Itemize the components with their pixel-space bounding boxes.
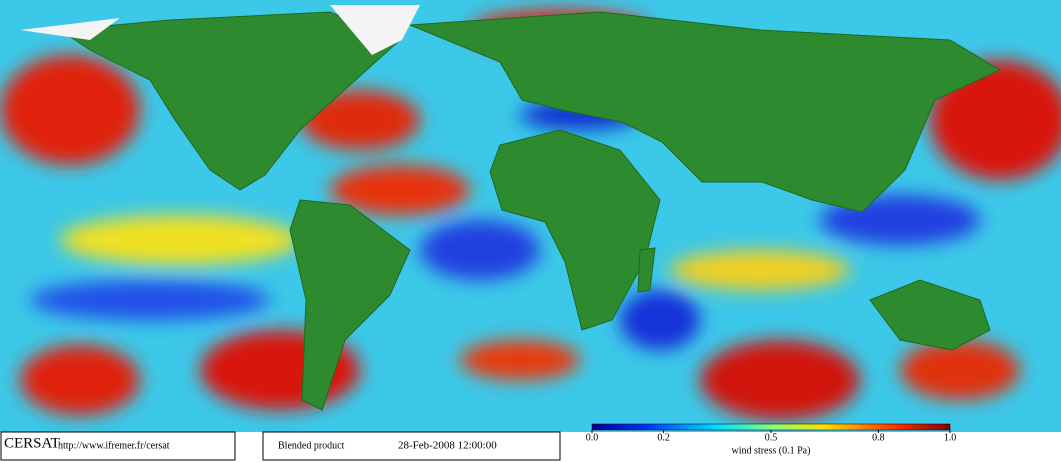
date: 28-Feb-2008 12:00:00	[398, 440, 497, 452]
product-box	[262, 431, 561, 461]
colorbar	[591, 423, 951, 431]
logo: CERSAT	[4, 435, 60, 451]
url: http://www.ifremer.fr/cersat	[58, 440, 170, 451]
land	[58, 11, 1002, 411]
colorbar-tick-label: 1.0	[944, 432, 957, 443]
colorbar-tick-label: 0.0	[586, 432, 599, 443]
product: Blended product	[278, 440, 345, 451]
logo-box	[0, 431, 236, 461]
colorbar-tick-label: 0.5	[765, 432, 778, 443]
ice	[20, 5, 420, 55]
colorbar-tick-label: 0.8	[872, 432, 885, 443]
colorbar-label: wind stress (0.1 Pa)	[732, 445, 811, 456]
colorbar-tick-label: 0.2	[657, 432, 670, 443]
